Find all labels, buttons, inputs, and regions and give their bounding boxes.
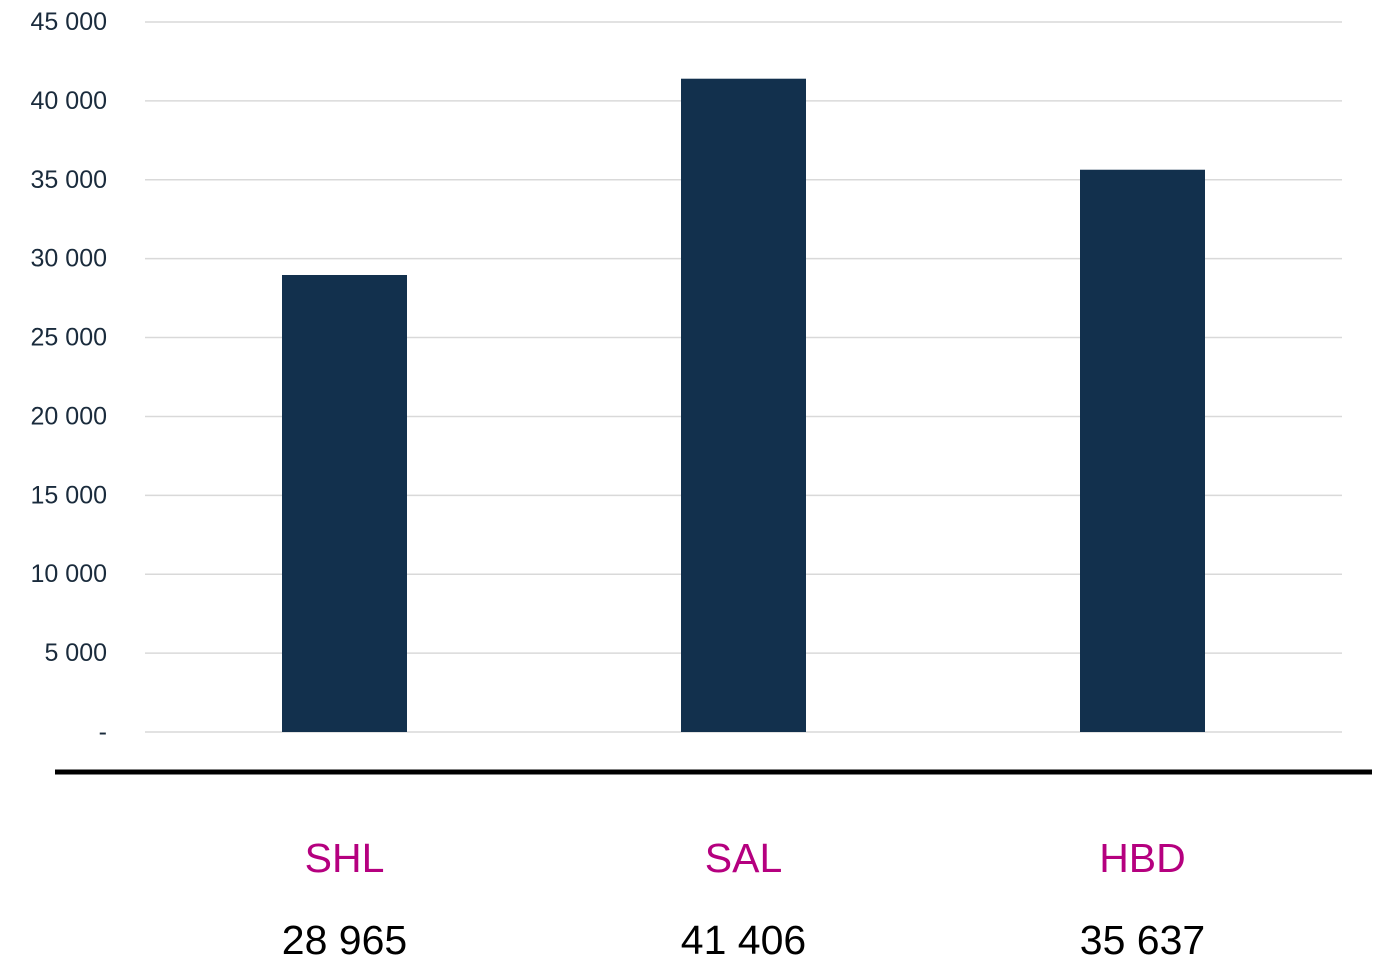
- category-label: SHL: [305, 835, 385, 881]
- category-labels: SHL SAL HBD: [305, 835, 1186, 881]
- y-tick-label: -: [99, 718, 107, 746]
- y-tick-label: 40 000: [31, 87, 107, 115]
- y-axis-tick-labels: - 5 000 10 000 15 000 20 000 25 000 30 000 35 0…: [31, 8, 107, 746]
- value-label: 35 637: [1080, 917, 1205, 963]
- y-tick-label: 30 000: [31, 245, 107, 273]
- value-label: 41 406: [681, 917, 806, 963]
- y-tick-label: 10 000: [31, 560, 107, 588]
- y-tick-label: 45 000: [31, 8, 107, 36]
- bar-hbd: [1080, 169, 1205, 732]
- value-label: 28 965: [282, 917, 407, 963]
- y-tick-label: 5 000: [44, 639, 107, 667]
- category-label: SAL: [705, 835, 783, 881]
- bar-sal: [681, 78, 806, 733]
- bars: [282, 78, 1205, 733]
- y-tick-label: 25 000: [31, 324, 107, 352]
- y-tick-label: 15 000: [31, 481, 107, 509]
- y-tick-label: 20 000: [31, 402, 107, 430]
- value-labels: 28 965 41 406 35 637: [282, 917, 1205, 963]
- bar-shl: [282, 274, 407, 732]
- category-label: HBD: [1099, 835, 1186, 881]
- y-tick-label: 35 000: [31, 166, 107, 194]
